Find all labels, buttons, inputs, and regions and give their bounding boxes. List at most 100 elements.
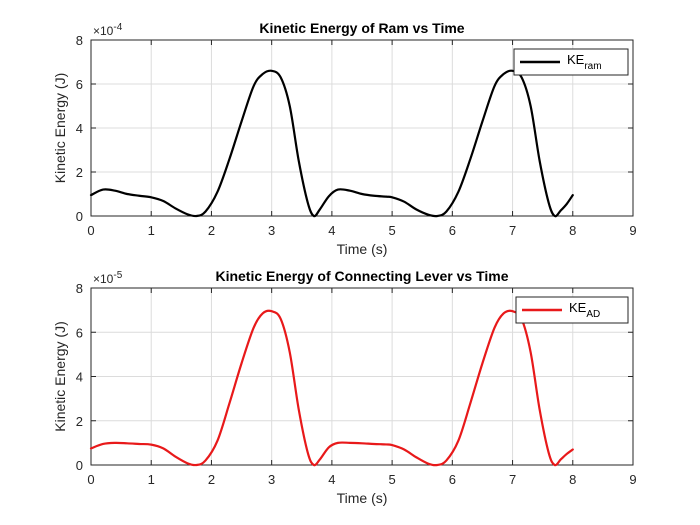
data-point: [298, 409, 300, 411]
x-tick-label: 4: [328, 472, 335, 487]
x-tick-label: 6: [449, 472, 456, 487]
data-point: [560, 459, 562, 461]
data-point: [494, 85, 496, 87]
data-point: [319, 209, 321, 211]
data-point: [548, 202, 550, 204]
data-point: [126, 443, 128, 445]
data-point: [307, 202, 309, 204]
data-point: [560, 210, 562, 212]
chart-panel-2: 0 1 2 3 4 5 6 7 8 9 0 2 4 6 8 ×10-5 Kinetic Energy of Co…: [52, 268, 637, 506]
data-point: [114, 190, 116, 192]
data-point: [328, 195, 330, 197]
data-point: [458, 191, 460, 193]
data-point: [196, 215, 198, 217]
y-tick-label: 2: [76, 165, 83, 180]
data-point: [162, 200, 164, 202]
data-point: [470, 158, 472, 160]
series-line: [89, 309, 574, 467]
data-point: [566, 453, 568, 455]
data-point: [175, 456, 177, 458]
data-point: [337, 189, 339, 191]
data-point: [205, 460, 207, 462]
y-axis-label: Kinetic Energy (J): [52, 321, 68, 431]
data-point: [530, 105, 532, 107]
data-point: [102, 443, 104, 445]
x-tick-label: 0: [87, 223, 94, 238]
data-point: [253, 85, 255, 87]
data-point: [446, 211, 448, 213]
data-point: [217, 191, 219, 193]
x-tick-label: 1: [148, 472, 155, 487]
y-tick-label: 4: [76, 370, 83, 385]
data-point: [187, 213, 189, 215]
data-point: [138, 443, 140, 445]
data-point: [271, 70, 273, 72]
data-point: [373, 443, 375, 445]
data-point: [289, 351, 291, 353]
chart-panel-1: 0 1 2 3 4 5 6 7 8 9 0 2 4 6 8 ×10-4 Kinetic Energy of Ra…: [52, 20, 637, 257]
data-point: [241, 362, 243, 364]
legend-name: KE: [569, 300, 587, 315]
data-point: [521, 77, 523, 79]
y-tick-label: 0: [76, 209, 83, 224]
series-line: [89, 69, 574, 218]
x-tick-label: 7: [509, 223, 516, 238]
data-point: [349, 442, 351, 444]
data-point: [373, 195, 375, 197]
data-point: [289, 105, 291, 107]
data-point: [385, 196, 387, 198]
x-tick-label: 3: [268, 472, 275, 487]
x-tick-label: 8: [569, 472, 576, 487]
x-tick-label: 2: [208, 223, 215, 238]
data-point: [385, 444, 387, 446]
data-point: [482, 121, 484, 123]
y-tick-label: 4: [76, 121, 83, 136]
x-axis-label: Time (s): [337, 241, 388, 257]
y-axis-label: Kinetic Energy (J): [52, 73, 68, 183]
y-exponent-power: -4: [113, 22, 122, 33]
data-point: [436, 464, 438, 466]
y-tick-label: 6: [76, 325, 83, 340]
data-point: [114, 442, 116, 444]
x-tick-label: 8: [569, 223, 576, 238]
data-point: [572, 449, 574, 451]
data-point: [319, 459, 321, 461]
y-exponent-base: ×10: [93, 24, 114, 38]
data-point: [162, 448, 164, 450]
x-tick-label: 5: [388, 223, 395, 238]
x-tick-label: 4: [328, 223, 335, 238]
data-point: [187, 462, 189, 464]
data-point: [494, 327, 496, 329]
data-point: [126, 193, 128, 195]
data-point: [415, 456, 417, 458]
data-point: [90, 194, 92, 196]
data-point: [298, 160, 300, 162]
legend-subscript: AD: [586, 309, 600, 320]
legend-label: KEAD: [569, 300, 600, 320]
data-point: [138, 195, 140, 197]
data-point: [280, 77, 282, 79]
x-tick-label: 2: [208, 472, 215, 487]
y-tick-label: 8: [76, 33, 83, 48]
data-point: [503, 73, 505, 75]
data-point: [271, 310, 273, 312]
chart-title: Kinetic Energy of Ram vs Time: [259, 20, 464, 36]
x-axis-label: Time (s): [337, 490, 388, 506]
chart-title: Kinetic Energy of Connecting Lever vs Ti…: [215, 268, 508, 284]
data-point: [196, 464, 198, 466]
y-tick-label: 0: [76, 458, 83, 473]
y-exponent-power: -5: [113, 270, 122, 281]
data-point: [150, 197, 152, 199]
data-point: [337, 442, 339, 444]
data-point: [539, 409, 541, 411]
data-point: [530, 351, 532, 353]
data-point: [470, 402, 472, 404]
y-exponent-base: ×10: [93, 272, 114, 286]
data-point: [361, 193, 363, 195]
data-point: [217, 440, 219, 442]
legend: KEAD: [515, 296, 629, 324]
data-point: [150, 444, 152, 446]
data-point: [307, 452, 309, 454]
legend-name: KE: [567, 52, 585, 67]
